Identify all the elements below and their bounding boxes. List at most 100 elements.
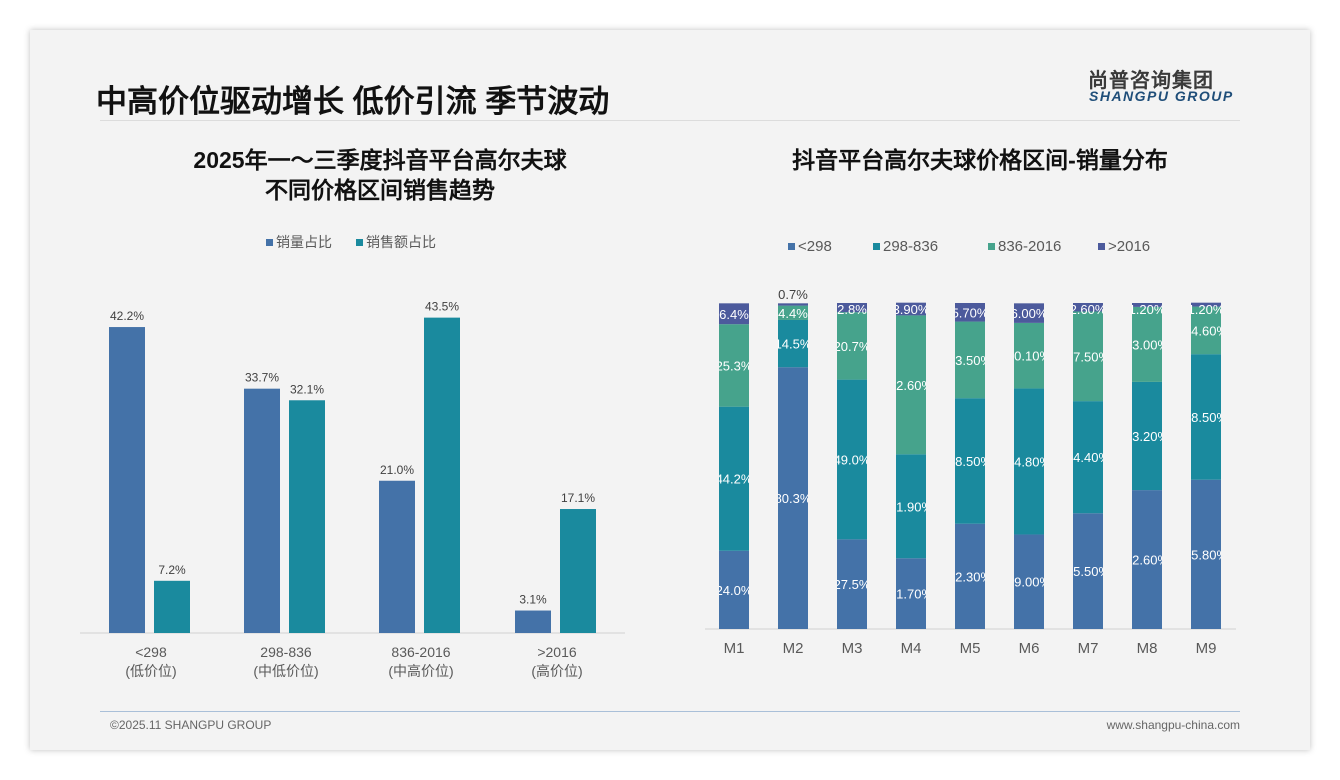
data-label: 17.1%: [561, 491, 595, 505]
segment-label: 33.20%: [1125, 429, 1170, 444]
stacked-bar-segment: [1191, 302, 1221, 307]
stacked-bar-segment: [778, 367, 808, 629]
footer-divider: [100, 711, 1240, 712]
segment-label: 49.0%: [834, 452, 871, 467]
x-tick-label: 836-2016: [391, 644, 450, 660]
segment-label: 6.4%: [719, 307, 749, 322]
stacked-bar-segment: [719, 550, 749, 629]
x-tick-sublabel: (中低价位): [253, 663, 318, 679]
logo-chinese: 尚普咨询集团: [1088, 70, 1214, 92]
stacked-bar-segment: [1191, 354, 1221, 480]
x-tick-label: M3: [842, 640, 863, 657]
bar: [379, 480, 415, 633]
legend-label: 836-2016: [998, 238, 1061, 255]
segment-label: 14.60%: [1184, 323, 1229, 338]
bar: [154, 580, 190, 633]
segment-label: 38.50%: [948, 454, 993, 469]
segment-label: 23.00%: [1125, 337, 1170, 352]
legend-swatch: [988, 243, 995, 250]
segment-label: 14.5%: [775, 337, 812, 352]
segment-label: 42.60%: [1125, 553, 1170, 568]
x-tick-label: M2: [783, 640, 804, 657]
stacked-bar-segment: [1073, 303, 1103, 312]
stacked-bar-segment: [719, 303, 749, 325]
legend-swatch: [356, 239, 363, 246]
charts-canvas: 销量占比 42.2% 33.7% 21.0% 3.1% 销售额占比 7.2% 32.1% 43.…: [80, 234, 1236, 679]
data-label: 33.7%: [245, 371, 279, 385]
right-chart-title: 抖音平台高尔夫球价格区间-销量分布: [792, 147, 1168, 173]
data-label: 21.0%: [380, 463, 414, 477]
stacked-bar-segment: [1014, 322, 1044, 389]
bar: [109, 327, 145, 633]
segment-label: 1.20%: [1188, 302, 1225, 317]
stacked-bar-segment: [1132, 303, 1162, 307]
x-tick-sublabel: (高价位): [531, 663, 582, 679]
stacked-bar-segment: [955, 321, 985, 399]
stacked-bar-segment: [1191, 479, 1221, 629]
legend-swatch: [1098, 243, 1105, 250]
legend-label: <298: [798, 238, 832, 255]
legend-swatch: [788, 243, 795, 250]
segment-label: 5.70%: [952, 305, 989, 320]
segment-label: 3.90%: [893, 302, 930, 317]
segment-label: 1.20%: [1129, 302, 1166, 317]
stacked-bar-segment: [955, 398, 985, 524]
footer-website[interactable]: www.shangpu-china.com: [1106, 718, 1240, 732]
stacked-bar-segment: [955, 523, 985, 629]
stacked-bar-segment: [837, 312, 867, 380]
segment-label: 80.3%: [775, 491, 812, 506]
page-title: 中高价位驱动增长 低价引流 季节波动: [96, 84, 610, 119]
segment-label: 42.60%: [889, 378, 934, 393]
x-tick-label: M9: [1196, 640, 1217, 657]
stacked-bar-segment: [1073, 311, 1103, 402]
bar: [289, 400, 325, 633]
segment-label: 2.60%: [1070, 302, 1107, 317]
left-chart-title-line1: 2025年一～三季度抖音平台高尔夫球: [193, 147, 567, 173]
stacked-bar-segment: [896, 454, 926, 559]
segment-label: 0.7%: [778, 287, 808, 302]
stacked-bar-segment: [837, 303, 867, 313]
stacked-bar-segment: [1132, 490, 1162, 629]
left-chart-title-line2: 不同价格区间销售趋势: [265, 177, 495, 203]
stacked-bar-segment: [778, 319, 808, 368]
data-label: 32.1%: [290, 382, 324, 396]
bar: [560, 509, 596, 633]
stacked-bar-segment: [1014, 388, 1044, 535]
logo-english: SHANGPU GROUP: [1089, 88, 1234, 104]
x-tick-sublabel: (低价位): [125, 663, 176, 679]
segment-label: 29.00%: [1007, 575, 1052, 590]
stacked-bar-segment: [837, 379, 867, 540]
stacked-bar-segment: [778, 303, 808, 306]
legend-swatch: [873, 243, 880, 250]
segment-label: 4.4%: [778, 306, 808, 321]
segment-label: 27.5%: [834, 577, 871, 592]
x-tick-label: M7: [1078, 640, 1099, 657]
x-tick-label: M8: [1137, 640, 1158, 657]
data-label: 7.2%: [158, 563, 186, 577]
segment-label: 35.50%: [1066, 564, 1111, 579]
right-chart: <298 298-836 836-2016 >2016 24.0% 44.2% 25.3% 6…: [705, 238, 1236, 657]
segment-label: 20.7%: [834, 339, 871, 354]
segment-label: 34.40%: [1066, 450, 1111, 465]
segment-label: 44.80%: [1007, 454, 1052, 469]
left-chart: 销量占比 42.2% 33.7% 21.0% 3.1% 销售额占比 7.2% 32.1% 43.…: [80, 234, 625, 679]
legend-label: 销量占比: [276, 234, 332, 250]
stacked-bar-segment: [837, 539, 867, 629]
stacked-bar-segment: [1191, 306, 1221, 355]
stacked-bar-segment: [1014, 534, 1044, 629]
stacked-bar-segment: [719, 406, 749, 551]
left-chart-title: 2025年一～三季度抖音平台高尔夫球 不同价格区间销售趋势: [90, 145, 670, 205]
bar: [424, 317, 460, 633]
stacked-bar-segment: [896, 302, 926, 316]
segment-label: 32.30%: [948, 569, 993, 584]
stacked-bar-segment: [719, 324, 749, 407]
segment-label: 38.50%: [1184, 410, 1229, 425]
bar: [515, 610, 551, 633]
segment-label: 24.0%: [716, 583, 753, 598]
stacked-bar-segment: [955, 303, 985, 322]
header-divider: [100, 120, 1240, 121]
x-tick-label: <298: [135, 644, 167, 660]
segment-label: 20.10%: [1007, 349, 1052, 364]
stacked-bar-segment: [896, 315, 926, 455]
stacked-bar-segment: [1132, 306, 1162, 382]
